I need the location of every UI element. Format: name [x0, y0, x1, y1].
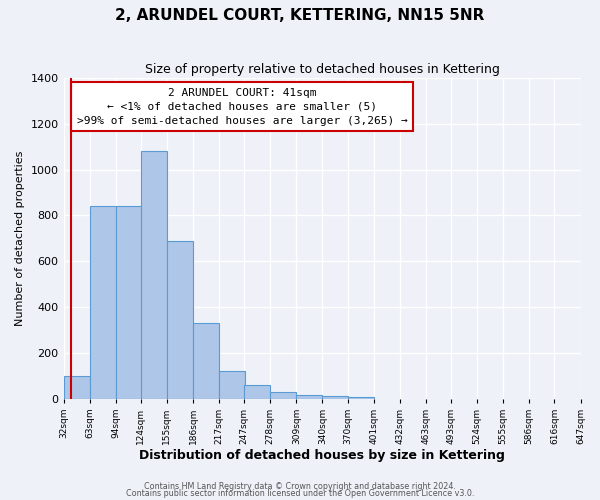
Bar: [116, 206, 142, 398]
Bar: [322, 396, 349, 398]
Text: Contains HM Land Registry data © Crown copyright and database right 2024.: Contains HM Land Registry data © Crown c…: [144, 482, 456, 491]
Bar: [271, 392, 296, 398]
Bar: [347, 396, 374, 398]
Bar: [141, 152, 167, 398]
Y-axis label: Number of detached properties: Number of detached properties: [15, 150, 25, 326]
Text: 2 ARUNDEL COURT: 41sqm
← <1% of detached houses are smaller (5)
>99% of semi-det: 2 ARUNDEL COURT: 41sqm ← <1% of detached…: [77, 88, 407, 126]
Bar: [193, 323, 219, 398]
Title: Size of property relative to detached houses in Kettering: Size of property relative to detached ho…: [145, 62, 499, 76]
Bar: [244, 385, 271, 398]
Text: 2, ARUNDEL COURT, KETTERING, NN15 5NR: 2, ARUNDEL COURT, KETTERING, NN15 5NR: [115, 8, 485, 22]
X-axis label: Distribution of detached houses by size in Kettering: Distribution of detached houses by size …: [139, 450, 505, 462]
Bar: [167, 240, 193, 398]
Bar: [89, 206, 116, 398]
Bar: [219, 371, 245, 398]
Bar: [64, 376, 89, 398]
Text: Contains public sector information licensed under the Open Government Licence v3: Contains public sector information licen…: [126, 489, 474, 498]
Bar: [296, 395, 322, 398]
